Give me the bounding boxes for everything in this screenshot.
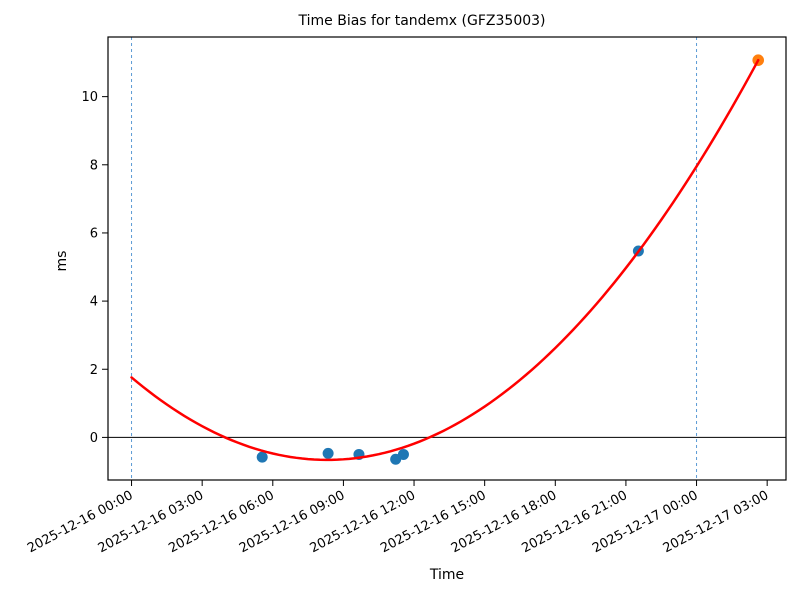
- y-tick-label: 2: [90, 363, 98, 378]
- quadratic-fit-line: [130, 58, 760, 462]
- y-tick-label: 8: [90, 158, 98, 173]
- observed-bias-point: [256, 451, 268, 463]
- y-tick-label: 4: [90, 295, 98, 310]
- chart-title: Time Bias for tandemx (GFZ35003): [298, 13, 546, 29]
- x-axis-label: Time: [429, 567, 465, 583]
- axes-spines: [107, 36, 787, 481]
- y-tick-label: 0: [90, 431, 98, 446]
- observed-bias-point: [397, 448, 409, 460]
- y-tick-label: 6: [90, 226, 98, 241]
- y-tick-label: 10: [81, 90, 98, 105]
- observed-bias-point: [322, 447, 334, 459]
